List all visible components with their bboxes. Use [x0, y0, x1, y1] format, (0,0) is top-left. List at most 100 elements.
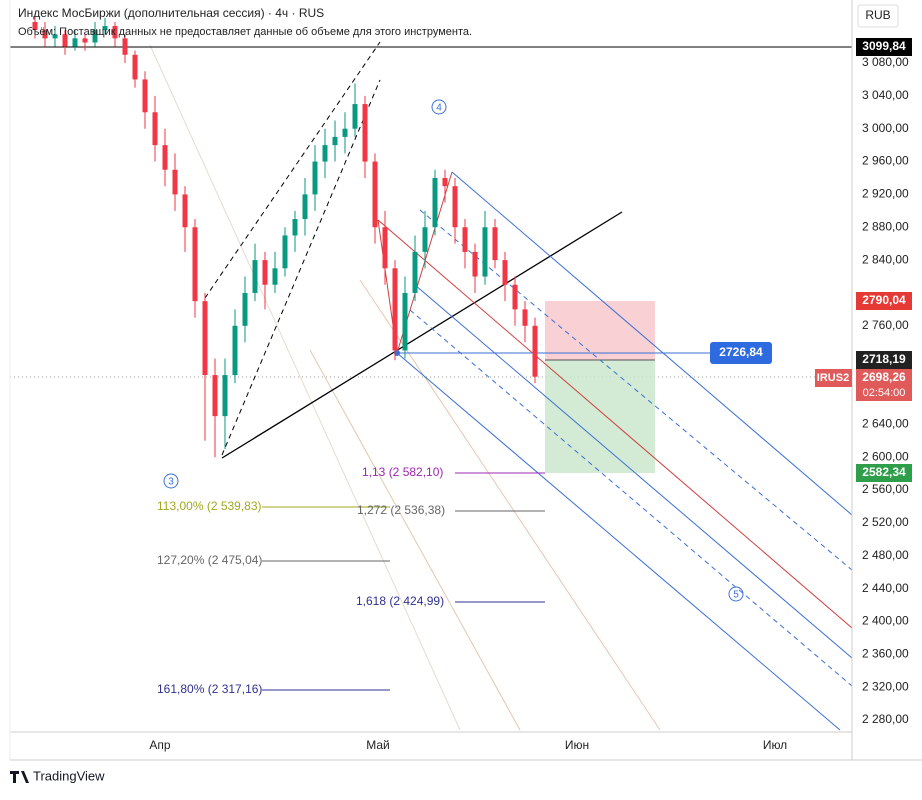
candle-body	[322, 145, 328, 162]
drawings	[10, 41, 853, 731]
pitchfork-line	[414, 284, 853, 659]
pitchfork-line	[409, 309, 853, 687]
candle-body	[342, 128, 348, 137]
tag-text: IRUS2	[817, 372, 849, 384]
candle-body	[182, 194, 188, 228]
candle-body	[402, 292, 408, 351]
tag	[856, 351, 912, 369]
wave-circle	[163, 473, 179, 489]
candle-body	[32, 21, 38, 31]
tag-text: 2790,04	[862, 293, 906, 307]
tag-text: 02:54:00	[863, 387, 906, 399]
tag-text: 2582,34	[862, 465, 906, 479]
fan-line	[359, 279, 661, 731]
price-label: 3 000,00	[862, 121, 909, 135]
candle-body	[292, 219, 298, 236]
cursor-tag	[710, 342, 772, 364]
candle-body	[192, 227, 198, 302]
candle-body	[212, 375, 218, 417]
candle-body	[252, 260, 258, 293]
candle-body	[122, 38, 128, 55]
waves: 3 4 5	[163, 99, 744, 602]
price-label: 2 280,00	[862, 712, 909, 726]
fib-label: 1,618 (2 424,99)	[356, 594, 444, 608]
candle-body	[82, 38, 88, 43]
candle-body	[332, 136, 338, 146]
price-label: 2 520,00	[862, 515, 909, 529]
pitchfork-median	[377, 219, 853, 629]
brand[interactable]: TradingView	[10, 768, 105, 783]
price-label: 2 760,00	[862, 318, 909, 332]
channel-line	[221, 79, 381, 456]
candle-body	[502, 260, 508, 285]
candle-body	[482, 227, 488, 277]
price-label: 2 480,00	[862, 548, 909, 562]
tag	[815, 369, 852, 387]
candle-body	[382, 227, 388, 269]
candle-body	[522, 309, 528, 326]
price-label: 2 840,00	[862, 252, 909, 266]
candle-body	[72, 38, 78, 47]
wave-circle	[431, 99, 447, 115]
price-label: 2 400,00	[862, 614, 909, 628]
candle-body	[62, 34, 68, 47]
time-label: Май	[366, 738, 390, 752]
currency[interactable]: RUB	[865, 8, 890, 22]
candle-body	[312, 161, 318, 195]
cursor-tag-text: 2726,84	[719, 345, 763, 359]
logo	[10, 771, 29, 783]
candle-body	[392, 268, 398, 351]
reward-zone	[545, 360, 655, 473]
candles	[32, 13, 538, 458]
price-axis: 3 080,00 3 040,00 3 000,00 2 960,00 2 920,00…	[862, 55, 909, 726]
candle-body	[152, 112, 158, 146]
candle-body	[412, 251, 418, 293]
candle-body	[452, 186, 458, 228]
price-label: 2 960,00	[862, 154, 909, 168]
tag-text: 3099,84	[862, 39, 906, 53]
price-label: 2 920,00	[862, 187, 909, 201]
pitchfork-line	[451, 171, 853, 516]
candle-body	[42, 30, 48, 39]
brand-text: TradingView	[33, 768, 105, 783]
price-tags: 3099,84 2790,04 2718,19 IRUS2 2698,26 02…	[815, 38, 912, 482]
fan-line	[309, 349, 521, 731]
tag	[856, 292, 912, 310]
price-label: 2 640,00	[862, 417, 909, 431]
wave-label: 4	[436, 103, 442, 114]
candle-body	[262, 260, 268, 285]
candle-body	[422, 227, 428, 252]
candle-body	[202, 301, 208, 376]
price-label: 3 080,00	[862, 55, 909, 69]
candle-body	[472, 251, 478, 277]
candle-body	[52, 34, 58, 39]
candle-body	[432, 177, 438, 228]
trend-line	[221, 211, 623, 459]
channel-line	[204, 41, 381, 299]
candle-body	[102, 26, 108, 31]
fib-label: 161,80% (2 317,16)	[157, 682, 262, 696]
pitchfork-line	[419, 209, 853, 571]
tag	[856, 369, 912, 401]
tag	[856, 464, 912, 482]
currency-box[interactable]	[857, 4, 899, 28]
fib-label: 113,00% (2 539,83)	[157, 499, 262, 513]
tag-text: 2698,26	[862, 370, 906, 384]
candle-body	[282, 235, 288, 269]
candle-body	[242, 292, 248, 326]
time-label: Апр	[149, 738, 171, 752]
fib-label: 127,20% (2 475,04)	[157, 553, 262, 567]
candle-body	[372, 161, 378, 228]
candle-body	[512, 284, 518, 310]
price-label: 2 880,00	[862, 219, 909, 233]
header-title: Индекс МосБиржи (дополнительная сессия) …	[18, 6, 324, 20]
time-axis: Апр Май Июн Июл	[149, 738, 787, 752]
fib-label: 1,272 (2 536,38)	[357, 503, 445, 517]
candle-body	[222, 375, 228, 417]
wave-circle	[728, 586, 744, 602]
candle-body	[272, 268, 278, 285]
price-label: 2 320,00	[862, 679, 909, 693]
candle-body	[462, 227, 468, 252]
candle-body	[132, 54, 138, 80]
price-label: 2 560,00	[862, 482, 909, 496]
